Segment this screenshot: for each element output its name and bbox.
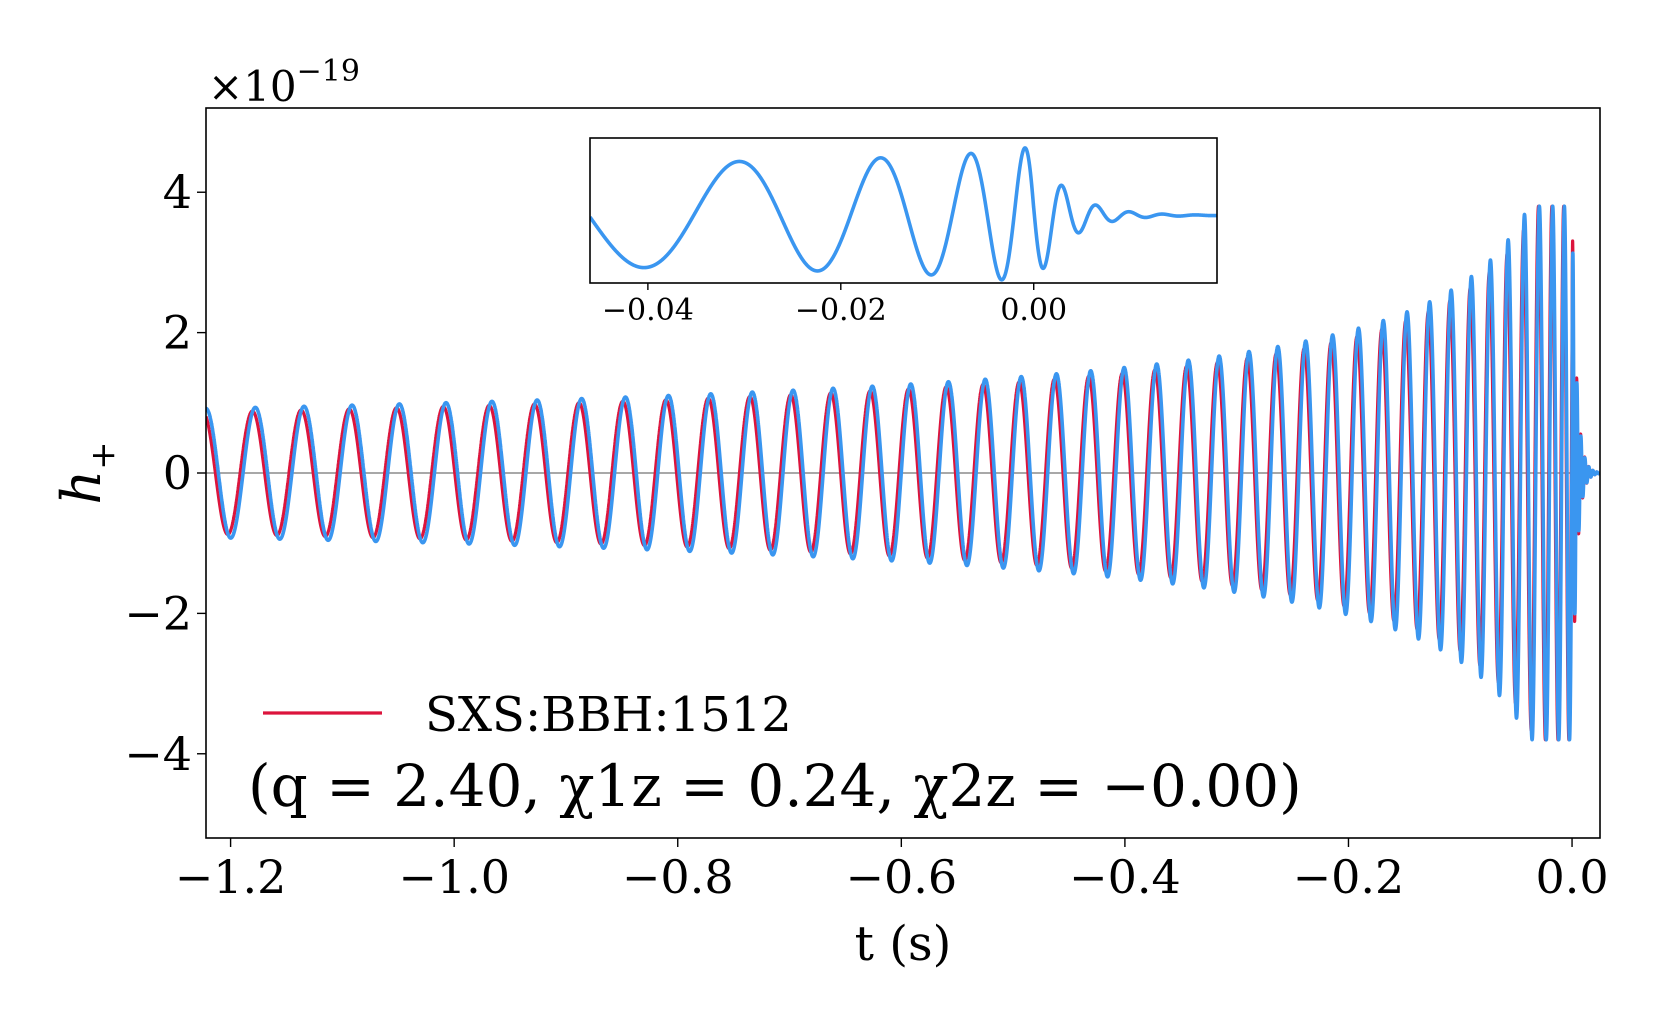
ylabel-main: h	[50, 470, 113, 505]
inset-x-tick-label: 0.00	[1000, 293, 1067, 328]
y-tick-label: −2	[124, 586, 192, 640]
x-tick-label: −1.0	[398, 850, 510, 904]
x-tick-label: −0.4	[1069, 850, 1181, 904]
legend: SXS:BBH:1512	[263, 687, 792, 743]
x-tick-label: 0.0	[1535, 850, 1608, 904]
inset-x-ticks: −0.04 −0.02 0.00	[602, 283, 1067, 328]
x-tick-label: −0.8	[622, 850, 734, 904]
inset-background	[590, 138, 1217, 283]
y-tick-label: 0	[163, 446, 192, 500]
main-y-ticks: −4 −2 0 2 4	[124, 165, 206, 781]
y-tick-label: −4	[124, 727, 192, 781]
y-offset-text: ×10−19	[208, 54, 360, 111]
series-line-model	[206, 204, 1600, 742]
x-tick-label: −0.2	[1293, 850, 1405, 904]
offset-base: ×10	[208, 62, 297, 111]
x-axis-label: t (s)	[855, 916, 952, 972]
x-tick-label: −0.6	[845, 850, 957, 904]
svg-text:h+: h+	[50, 441, 123, 504]
params-annotation: (q = 2.40, χ1z = 0.24, χ2z = −0.00)	[248, 752, 1302, 820]
y-tick-label: 2	[163, 306, 192, 360]
legend-label: SXS:BBH:1512	[425, 687, 792, 743]
inset-x-tick-label: −0.02	[795, 293, 887, 328]
x-tick-label: −1.2	[175, 850, 287, 904]
offset-exponent: −19	[297, 54, 360, 89]
ylabel-subscript: +	[83, 441, 123, 470]
y-axis-label: h+	[50, 441, 123, 504]
inset-axes: −0.04 −0.02 0.00	[589, 137, 1218, 328]
main-x-ticks: −1.2 −1.0 −0.8 −0.6 −0.4 −0.2 0.0	[175, 838, 1609, 904]
y-tick-label: 4	[163, 165, 192, 219]
inset-plot-frame	[589, 137, 1218, 284]
inset-x-tick-label: −0.04	[602, 293, 694, 328]
inset-series-line	[590, 146, 1217, 282]
